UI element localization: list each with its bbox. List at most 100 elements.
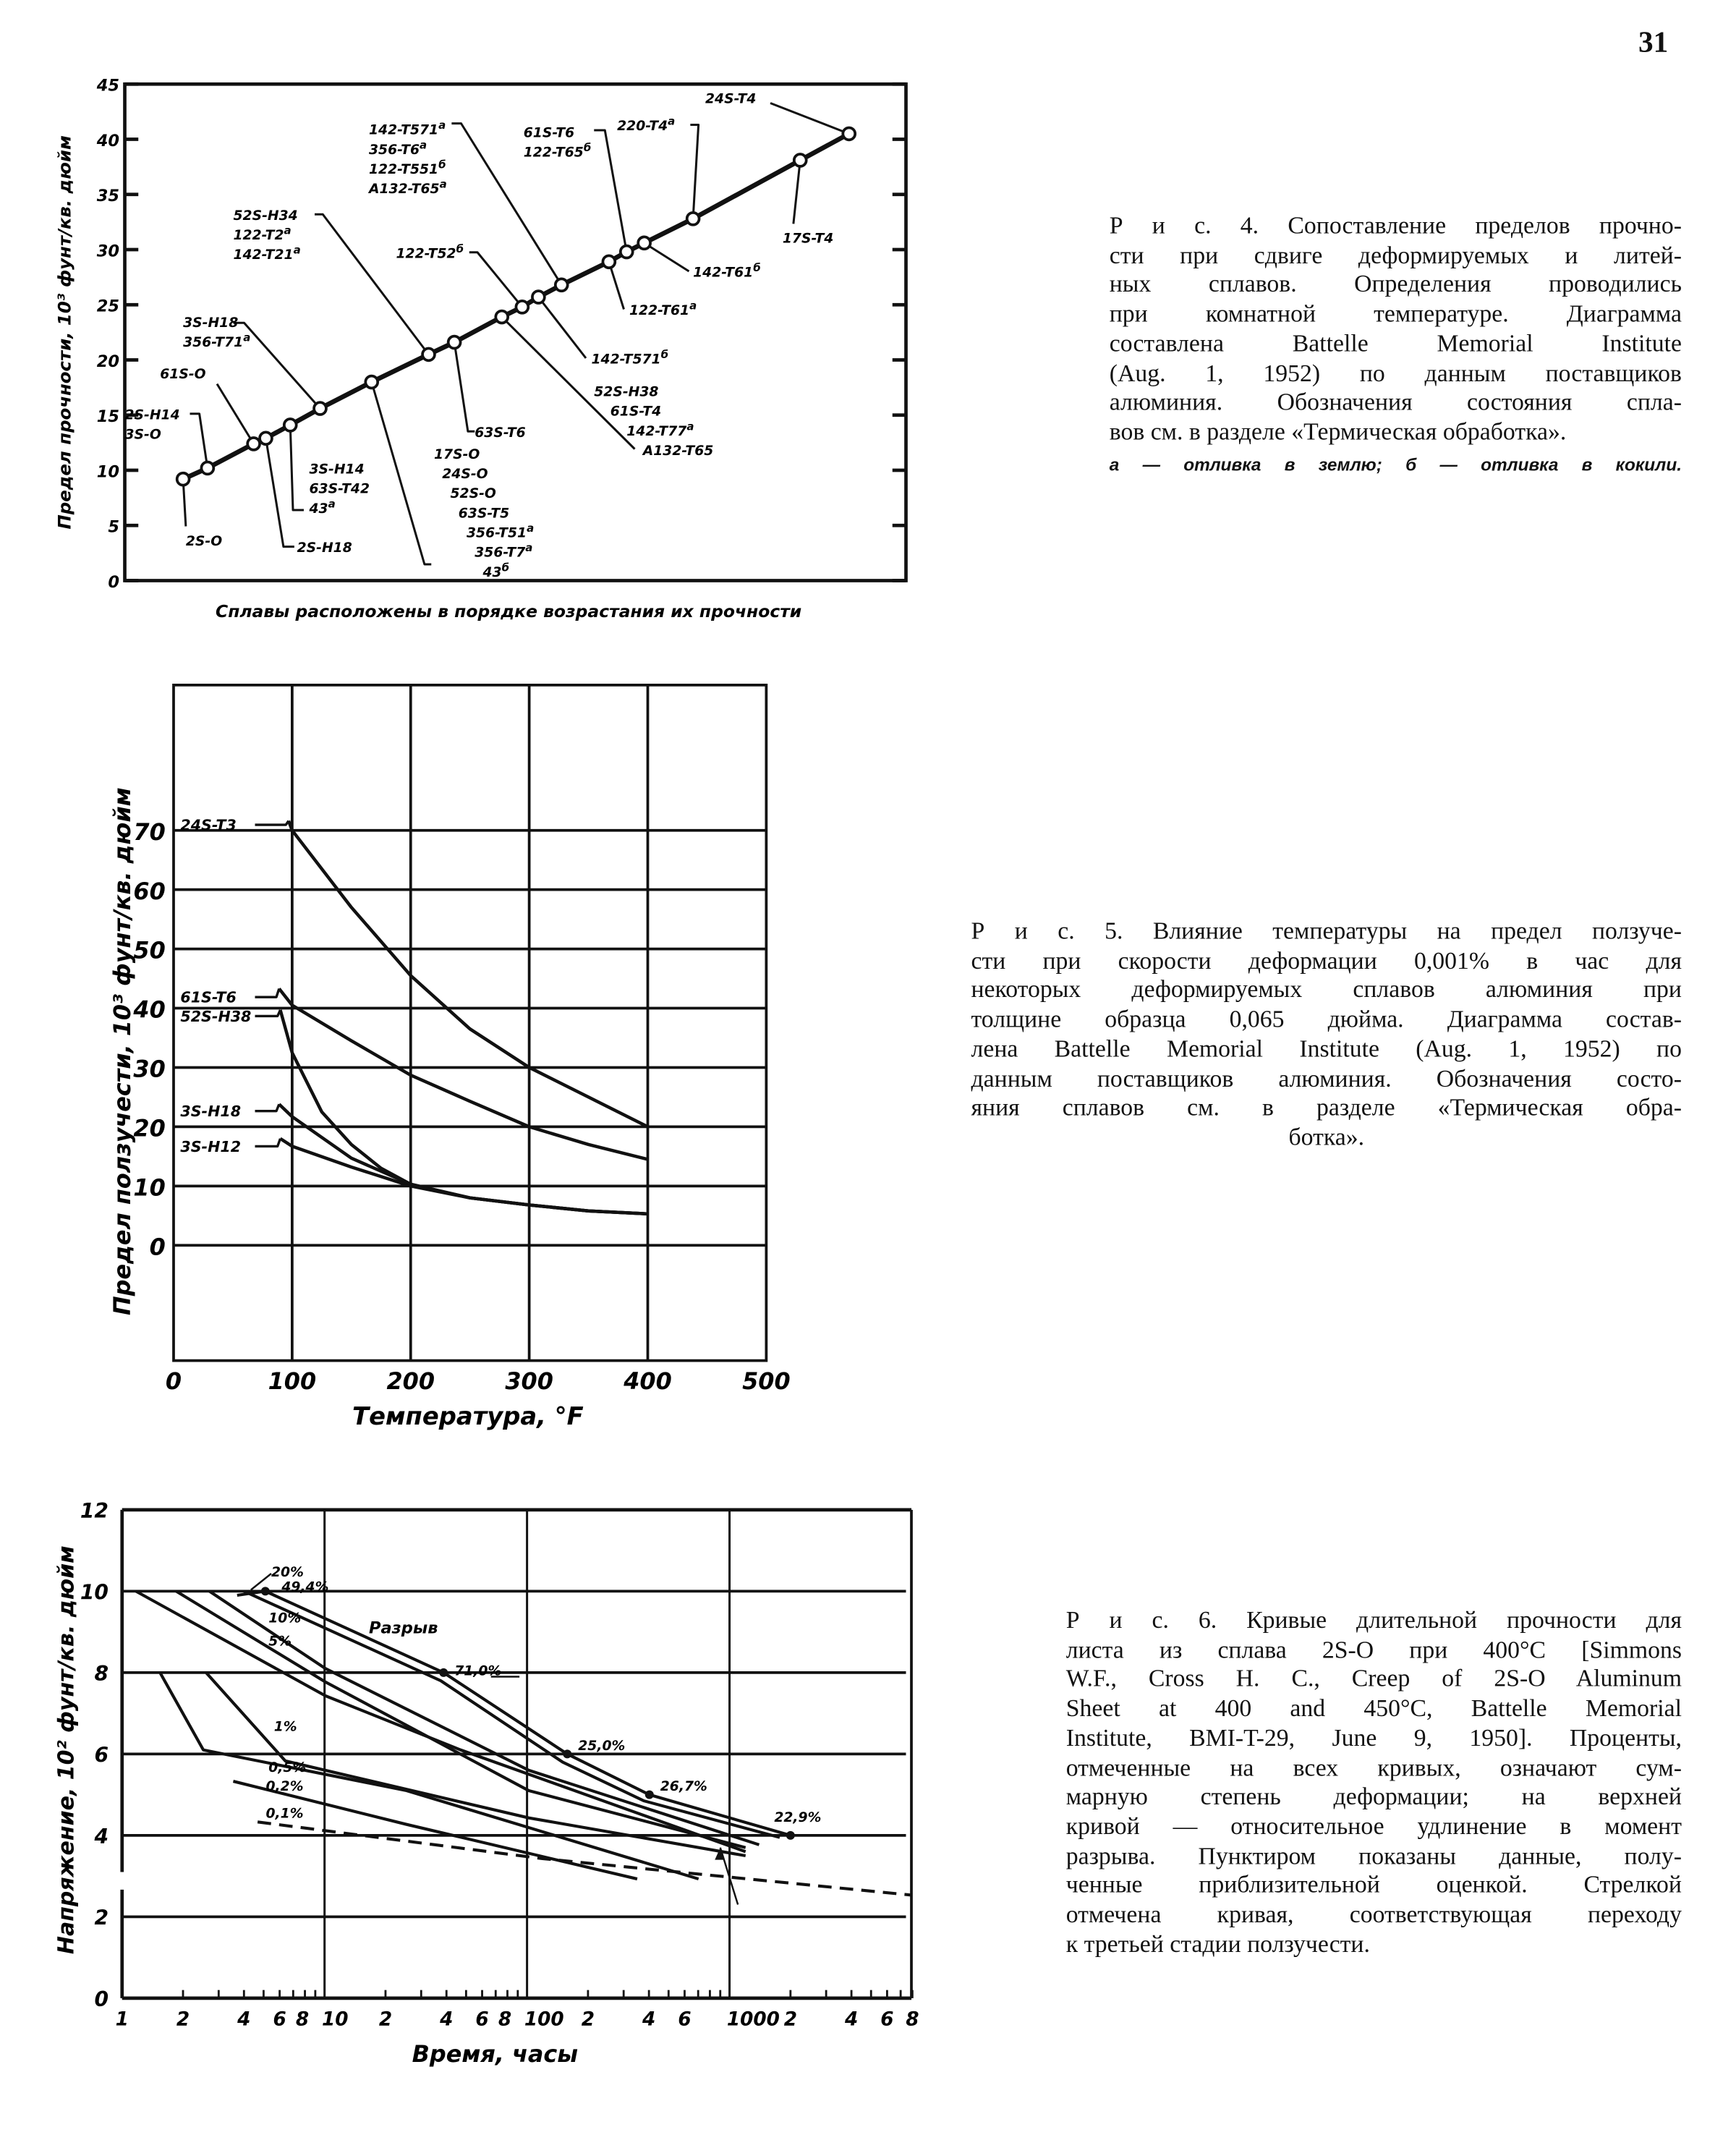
- curve-label: 10%: [268, 1611, 301, 1626]
- alloy-name: 63S-T6: [475, 425, 525, 441]
- data-point: [282, 417, 298, 433]
- leader-line: [643, 242, 690, 273]
- y-tick-label: 30: [133, 1056, 165, 1083]
- y-tick-label: 50: [133, 937, 165, 964]
- alloy-label: 17S-T4: [783, 232, 833, 247]
- y-tick-label: 2: [94, 1906, 109, 1930]
- alloy-name: 52S-H34: [234, 208, 298, 224]
- y-tick-label: 8: [94, 1662, 109, 1686]
- alloy-superscript: а: [527, 522, 534, 535]
- alloy-label: 3S-O: [125, 428, 161, 443]
- data-point: [637, 235, 652, 251]
- leader-line: [453, 341, 475, 433]
- alloy-label: 356-T6а: [369, 138, 427, 158]
- x-tick-label: 4: [642, 2008, 655, 2030]
- alloy-name: 2S-H18: [297, 540, 352, 556]
- caption-line: разрыва. Пунктиром показаны данные, полу…: [1065, 1841, 1682, 1869]
- alloy-label: 61S-T4: [610, 404, 661, 420]
- x-tick-label: 2: [176, 2008, 190, 2030]
- alloy-name: 61S-T6: [524, 125, 574, 140]
- rupture-marker: [644, 1790, 654, 1799]
- x-tick-label: 100: [524, 2008, 564, 2030]
- caption-line: а — отливка в землю; б — отливка в кокил…: [1109, 454, 1682, 475]
- alloy-name: 52S-O: [451, 486, 496, 501]
- alloy-name: 2S-O: [186, 534, 222, 549]
- leader-line: [289, 425, 304, 512]
- creep-curve: [278, 988, 649, 1161]
- alloy-name: 61S-T4: [610, 404, 661, 420]
- alloy-label: 356-T7а: [475, 541, 532, 561]
- alloy-label: 142-T571а: [369, 119, 446, 138]
- alloy-label: 24S-O: [442, 467, 488, 482]
- alloy-name: 2S-H14: [125, 407, 180, 423]
- alloy-name: 63S-T5: [459, 506, 509, 521]
- y-tick-label: 40: [132, 996, 165, 1024]
- alloy-superscript: а: [438, 119, 446, 132]
- y-tick-label: 20: [97, 352, 119, 371]
- alloy-label: 122-T551б: [369, 158, 446, 178]
- x-tick-label: 400: [623, 1367, 672, 1395]
- alloy-label: 63S-T5: [459, 506, 509, 521]
- alloy-name: 122-T65: [524, 145, 584, 161]
- leader-line: [594, 129, 628, 252]
- rupture-marker: [563, 1749, 572, 1759]
- alloy-label: 122-T65б: [524, 141, 592, 161]
- data-point: [601, 254, 617, 270]
- data-point: [531, 289, 546, 305]
- data-point: [792, 153, 808, 168]
- alloy-label: 63S-T6: [475, 425, 525, 441]
- alloy-superscript: б: [456, 242, 464, 255]
- caption-line: Sheet at 400 and 450°C, Battelle Memoria…: [1065, 1694, 1682, 1722]
- leader-line: [255, 1103, 281, 1113]
- alloy-name: 43: [309, 501, 328, 517]
- curve-label: 20%: [271, 1565, 304, 1580]
- stress-rupture-curve: [237, 1589, 791, 1837]
- alloy-name: 17S-T4: [783, 232, 833, 247]
- alloy-label: 142-T61б: [693, 261, 761, 281]
- y-tick-label: 0: [94, 1987, 109, 2011]
- data-point: [246, 436, 261, 451]
- x-tick-label: 100: [268, 1367, 317, 1395]
- stress-rupture-curve: [175, 1589, 746, 1849]
- elongation-label: 71,0%: [454, 1664, 501, 1679]
- stress-rupture-curve: [243, 1589, 780, 1839]
- leader-line: [501, 315, 636, 450]
- y-tick-label: 10: [97, 462, 119, 481]
- x-tick-label: 2: [379, 2008, 392, 2030]
- figure-6-caption: Р и с. 6. Кривые длительной прочности дл…: [1066, 1606, 1682, 1959]
- data-point: [312, 401, 328, 416]
- alloy-superscript: б: [584, 141, 591, 154]
- elongation-label: 26,7%: [660, 1779, 707, 1794]
- leader-line: [451, 122, 563, 286]
- elongation-label: 49,4%: [281, 1579, 328, 1595]
- curve-label: 5%: [268, 1634, 292, 1649]
- creep-curve: [278, 1009, 648, 1216]
- figure-4-chart: 0 5 10 15 20 25 30 35 40 45 Предел прочности, 10³ …: [54, 77, 908, 621]
- y-tick-label: 10: [80, 1581, 109, 1605]
- caption-line: сти при скорости деформации 0,001% в час…: [971, 946, 1682, 974]
- data-point: [514, 299, 530, 315]
- alloy-label: 122-T2а: [234, 224, 292, 243]
- alloy-label: 52S-O: [451, 486, 496, 501]
- alloy-label: A132-T65а: [367, 178, 447, 197]
- caption-line: некоторых деформируемых сплавов алюминия…: [971, 975, 1682, 1003]
- caption-line: ных сплавов. Определения проводились: [1109, 270, 1682, 298]
- alloy-label: 43а: [309, 497, 336, 517]
- curve-label: 52S-H38: [180, 1008, 251, 1025]
- curve-label: 1%: [274, 1720, 297, 1735]
- alloy-label: 220-T4а: [617, 115, 675, 135]
- curve-label: 0,2%: [266, 1779, 304, 1794]
- leader-line: [255, 1138, 282, 1148]
- rupture-label: Разрыв: [369, 1619, 438, 1638]
- alloy-name: 142-T21: [234, 247, 294, 263]
- alloy-label: 24S-T4: [705, 92, 756, 107]
- page-number: 31: [1638, 24, 1669, 59]
- alloy-superscript: б: [661, 348, 668, 361]
- leader-line: [255, 820, 290, 826]
- caption-line: сти при сдвиге деформируемых и литей-: [1109, 241, 1682, 268]
- y-tick-label: 20: [133, 1115, 165, 1142]
- x-tick-label: 6: [475, 2008, 488, 2030]
- rupture-marker: [786, 1830, 795, 1840]
- plot-frame: [172, 684, 768, 1362]
